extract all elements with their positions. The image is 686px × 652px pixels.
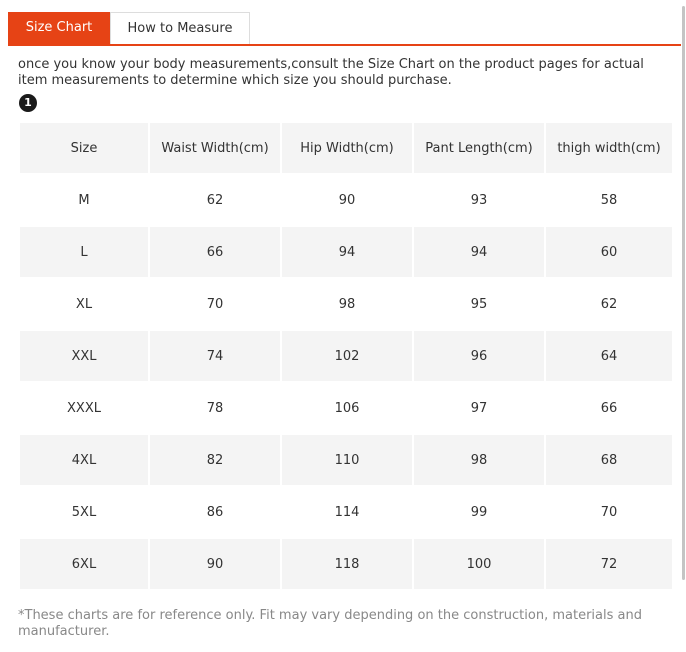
cell-thigh-width: 64 (546, 331, 672, 381)
table-row: M 62 90 93 58 (20, 175, 672, 225)
cell-pant-length: 95 (470, 296, 488, 312)
header-waist-width: Waist Width(cm) (150, 123, 280, 173)
table-row: 6XL 90 118 100 72 (20, 539, 672, 589)
header-hip-width: Hip Width(cm) (282, 123, 412, 173)
cell-waist-width: 90 (150, 539, 280, 589)
size-chart-table: Size Waist Width(cm) Hip Width(cm) Pant … (18, 121, 674, 591)
cell-waist-width: 78 (206, 400, 224, 416)
table-header-row: Size Waist Width(cm) Hip Width(cm) Pant … (20, 123, 672, 173)
cell-hip-width: 110 (282, 435, 412, 485)
tab-how-to-measure[interactable]: How to Measure (110, 12, 250, 44)
tab-size-chart[interactable]: Size Chart (8, 12, 110, 44)
cell-hip-width: 98 (338, 296, 356, 312)
cell-thigh-width: 68 (546, 435, 672, 485)
cell-thigh-width: 70 (600, 504, 618, 520)
cell-pant-length: 93 (470, 192, 488, 208)
disclaimer-footnote: *These charts are for reference only. Fi… (18, 608, 642, 639)
cell-thigh-width: 62 (600, 296, 618, 312)
cell-size: M (78, 192, 90, 208)
cell-hip-width: 94 (282, 227, 412, 277)
table-row: L 66 94 94 60 (20, 227, 672, 277)
table-row: XXXL 78 106 97 66 (20, 383, 672, 433)
header-size: Size (20, 123, 148, 173)
cell-pant-length: 96 (414, 331, 544, 381)
cell-waist-width: 70 (206, 296, 224, 312)
table-row: XL 70 98 95 62 (20, 279, 672, 329)
table-row: 4XL 82 110 98 68 (20, 435, 672, 485)
cell-pant-length: 99 (470, 504, 488, 520)
cell-waist-width: 62 (206, 192, 224, 208)
scrollbar-thumb[interactable] (682, 6, 685, 580)
cell-hip-width: 106 (334, 400, 360, 416)
step-number-badge: 1 (19, 94, 37, 112)
cell-thigh-width: 58 (600, 192, 618, 208)
cell-hip-width: 118 (282, 539, 412, 589)
cell-hip-width: 90 (338, 192, 356, 208)
cell-waist-width: 74 (150, 331, 280, 381)
table-row: XXL 74 102 96 64 (20, 331, 672, 381)
scrollbar[interactable] (681, 0, 686, 652)
cell-hip-width: 114 (334, 504, 360, 520)
header-thigh-width: thigh width(cm) (546, 123, 672, 173)
cell-pant-length: 97 (470, 400, 488, 416)
cell-size: L (20, 227, 148, 277)
cell-waist-width: 66 (150, 227, 280, 277)
intro-text: once you know your body measurements,con… (18, 57, 644, 88)
table-row: 5XL 86 114 99 70 (20, 487, 672, 537)
cell-size: 5XL (71, 504, 97, 520)
tab-bar: Size Chart How to Measure (8, 12, 681, 46)
cell-size: 6XL (20, 539, 148, 589)
cell-pant-length: 94 (414, 227, 544, 277)
cell-pant-length: 100 (414, 539, 544, 589)
cell-thigh-width: 66 (600, 400, 618, 416)
cell-waist-width: 86 (206, 504, 224, 520)
cell-size: XXXL (67, 400, 101, 416)
cell-thigh-width: 60 (546, 227, 672, 277)
cell-hip-width: 102 (282, 331, 412, 381)
cell-pant-length: 98 (414, 435, 544, 485)
cell-size: XL (75, 296, 93, 312)
cell-waist-width: 82 (150, 435, 280, 485)
cell-size: XXL (20, 331, 148, 381)
cell-thigh-width: 72 (546, 539, 672, 589)
header-pant-length: Pant Length(cm) (414, 123, 544, 173)
cell-size: 4XL (20, 435, 148, 485)
